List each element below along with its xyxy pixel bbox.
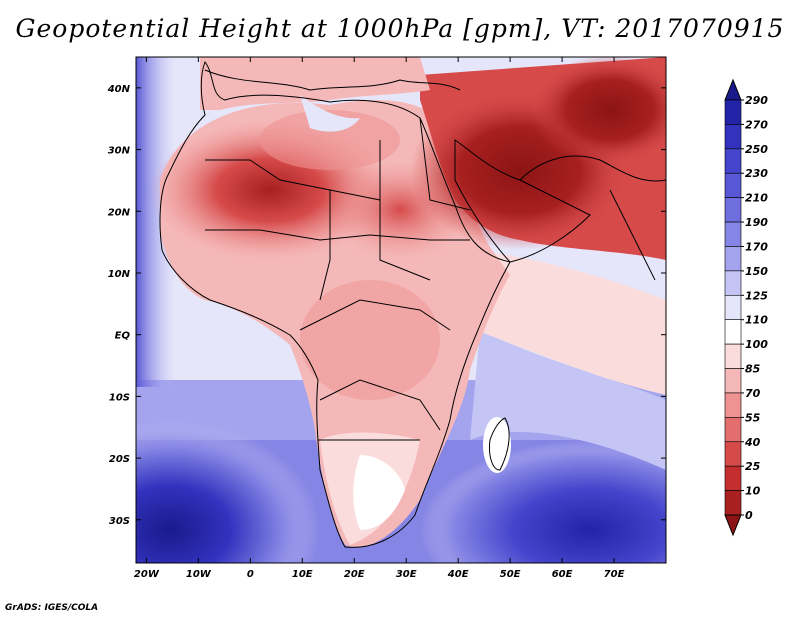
lat-label-10n: 10N xyxy=(108,269,131,280)
lat-label-30s: 30S xyxy=(109,516,130,527)
colorbar-box xyxy=(724,465,742,491)
colorbar-box xyxy=(724,490,742,516)
colorbar-box xyxy=(724,368,742,394)
colorbar-label-0: 0 xyxy=(745,509,753,522)
colorbar-label-125: 125 xyxy=(745,289,768,302)
colorbar-label-150: 150 xyxy=(745,265,768,278)
colorbar-label-10: 10 xyxy=(745,485,761,498)
colorbar-box xyxy=(724,246,742,272)
lon-label-60e: 60E xyxy=(552,569,573,580)
lon-label-20e: 20E xyxy=(344,569,365,580)
colorbar-box xyxy=(724,417,742,443)
colorbar-bottom-triangle xyxy=(724,514,742,537)
colorbar-top-triangle xyxy=(724,78,742,101)
lon-label-10w: 10W xyxy=(186,569,212,580)
colorbar-box xyxy=(724,221,742,247)
colorbar-box xyxy=(724,441,742,467)
lon-label-10e: 10E xyxy=(292,569,313,580)
coastlines xyxy=(159,60,666,548)
latitude-axis: 40N 30N 20N 10N EQ 10S 20S 30S xyxy=(107,84,666,527)
colorbar-label-250: 250 xyxy=(745,143,768,156)
colorbar-box xyxy=(724,270,742,296)
lat-label-30n: 30N xyxy=(108,146,131,157)
colorbar-box xyxy=(724,392,742,418)
colorbar-box xyxy=(724,294,742,321)
longitude-axis: 20W 10W 0 10E 20E 30E 40E 50E 60E 70E xyxy=(134,57,625,580)
colorbar-label-70: 70 xyxy=(745,387,761,400)
lon-label-0: 0 xyxy=(247,569,254,580)
lat-label-10s: 10S xyxy=(109,392,130,403)
colorbar: 2902702502302101901701501251101008570554… xyxy=(724,78,768,537)
height-field xyxy=(136,57,666,563)
lon-label-40e: 40E xyxy=(447,569,469,580)
colorbar-label-190: 190 xyxy=(745,216,768,229)
lat-label-20n: 20N xyxy=(108,207,131,218)
map-frame xyxy=(135,56,667,564)
lat-label-eq: EQ xyxy=(115,331,131,342)
lon-label-30e: 30E xyxy=(396,569,417,580)
colorbar-box xyxy=(724,319,742,345)
colorbar-label-270: 270 xyxy=(745,118,768,131)
colorbar-label-55: 55 xyxy=(745,411,761,424)
colorbar-label-25: 25 xyxy=(745,460,761,473)
colorbar-label-170: 170 xyxy=(745,240,768,253)
colorbar-label-100: 100 xyxy=(745,338,768,351)
colorbar-label-210: 210 xyxy=(745,192,768,205)
colorbar-label-230: 230 xyxy=(745,167,768,180)
colorbar-label-110: 110 xyxy=(745,314,768,327)
grads-credit: GrADS: IGES/COLA xyxy=(5,603,99,613)
lat-label-40n: 40N xyxy=(107,84,131,95)
plot-title: Geopotential Height at 1000hPa [gpm], VT… xyxy=(15,14,785,43)
colorbar-box xyxy=(724,197,742,223)
colorbar-box xyxy=(724,343,742,369)
colorbar-box xyxy=(724,99,742,125)
colorbar-box xyxy=(724,172,742,198)
lon-label-70e: 70E xyxy=(604,569,625,580)
lon-label-20w: 20W xyxy=(134,569,160,580)
colorbar-label-40: 40 xyxy=(744,436,761,449)
colorbar-label-290: 290 xyxy=(745,94,768,107)
colorbar-box xyxy=(724,124,742,150)
lat-label-20s: 20S xyxy=(109,454,130,465)
colorbar-box xyxy=(724,148,742,174)
colorbar-label-85: 85 xyxy=(745,363,761,376)
lon-label-50e: 50E xyxy=(500,569,521,580)
